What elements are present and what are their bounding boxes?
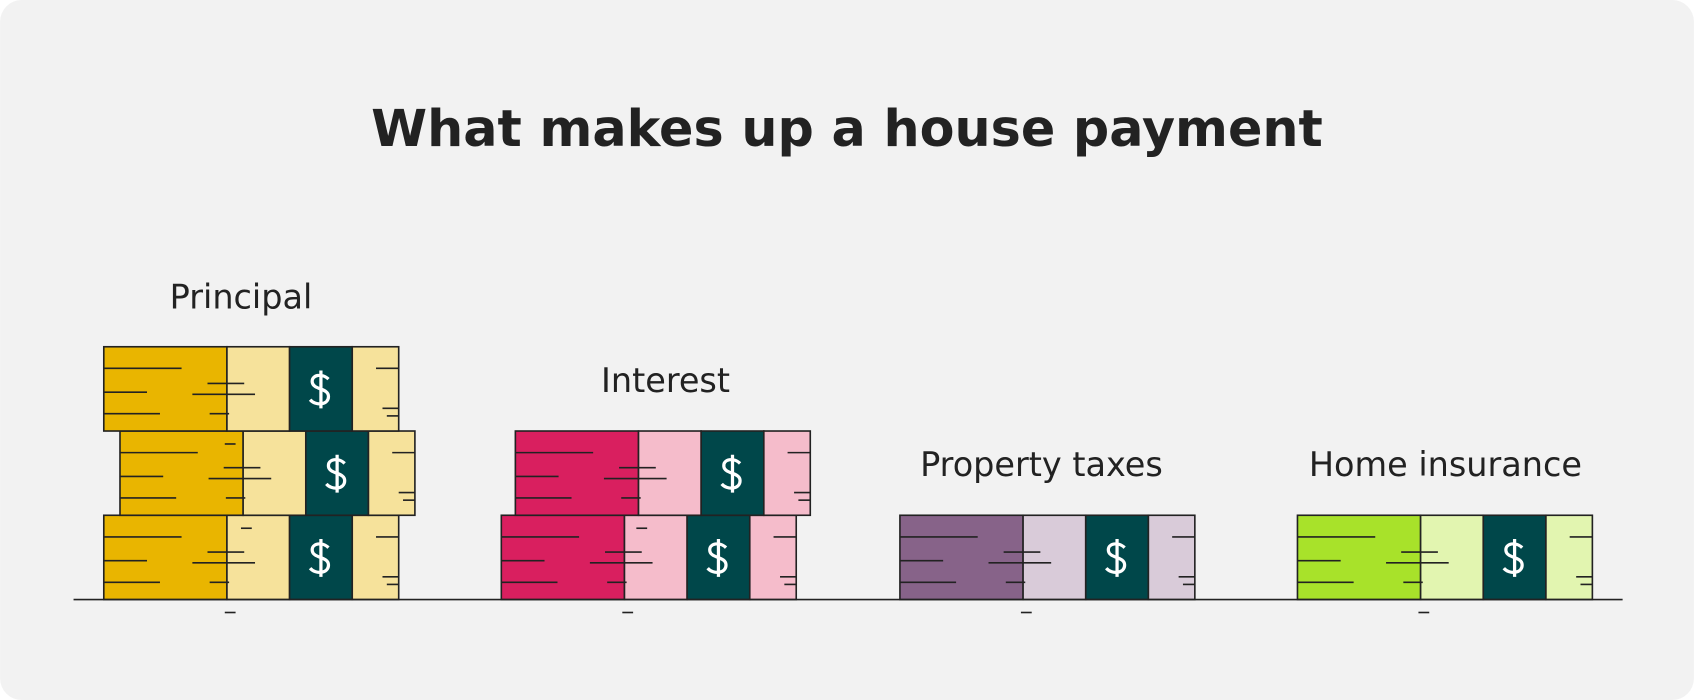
bill-light xyxy=(226,514,291,601)
stack-label: Home insurance xyxy=(1309,445,1582,484)
bill-light xyxy=(1147,514,1196,601)
dollar-sign xyxy=(308,539,331,577)
bill-light xyxy=(637,430,702,517)
bill-light xyxy=(1545,514,1594,601)
bill-light xyxy=(226,345,291,432)
dollar-sign xyxy=(706,539,728,577)
stack-label: Principal xyxy=(170,278,313,317)
bill xyxy=(102,514,400,614)
bill-light xyxy=(367,430,416,517)
bill-light xyxy=(623,514,688,601)
bill-light xyxy=(351,345,400,432)
bill xyxy=(500,514,798,614)
bill-light xyxy=(242,430,307,517)
dollar-sign xyxy=(720,454,742,493)
bill-main xyxy=(119,430,244,517)
bill-main xyxy=(102,345,228,432)
bill-main xyxy=(514,430,640,517)
bill-light xyxy=(1022,514,1087,601)
bill-main xyxy=(899,514,1024,601)
bill xyxy=(514,430,812,530)
bill xyxy=(1296,514,1594,614)
bill-main xyxy=(1296,514,1422,601)
title: What makes up a house payment xyxy=(371,99,1323,158)
bill xyxy=(102,345,400,445)
bill-main xyxy=(102,514,228,601)
money-stacks xyxy=(102,345,1594,614)
dollar-sign xyxy=(308,370,331,409)
dollar-sign xyxy=(325,454,347,493)
dollar-sign xyxy=(1502,539,1524,577)
bill-light xyxy=(763,430,812,517)
bill xyxy=(899,514,1196,614)
stack-label: Interest xyxy=(601,361,730,400)
bill-light xyxy=(1419,514,1485,601)
bill-light xyxy=(351,514,400,601)
stack-label: Property taxes xyxy=(920,445,1163,484)
bill-light xyxy=(748,514,798,601)
bill xyxy=(119,430,416,530)
bill-main xyxy=(500,514,626,601)
dollar-sign xyxy=(1105,539,1127,577)
